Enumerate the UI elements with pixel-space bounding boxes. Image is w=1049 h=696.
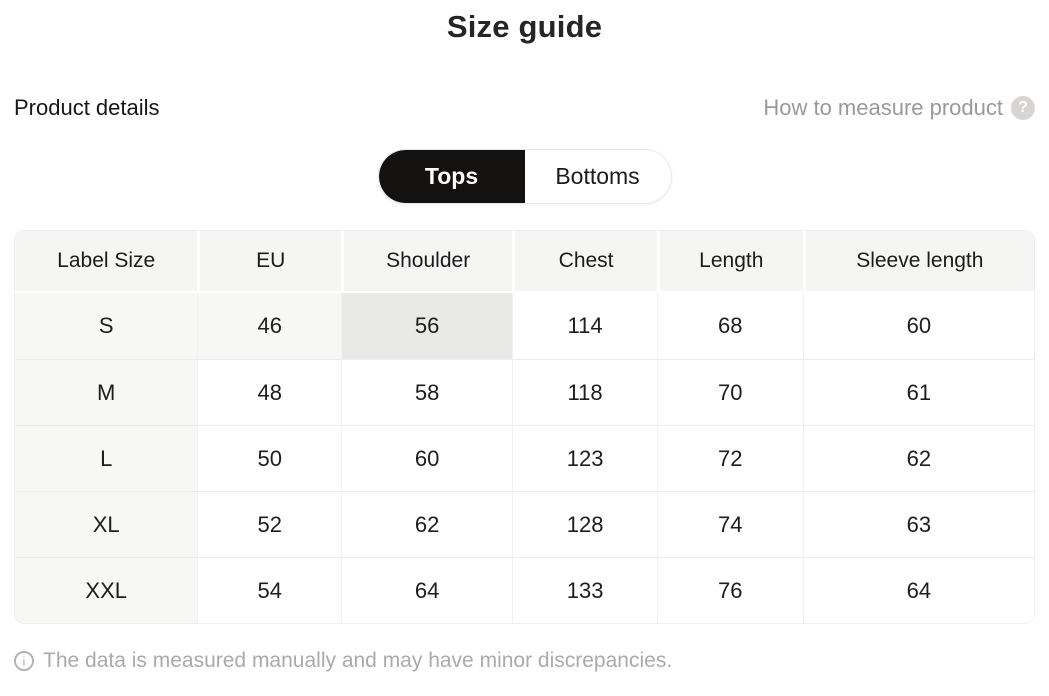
col-header-sleeve-length: Sleeve length: [802, 231, 1034, 293]
table-cell: 128: [512, 491, 657, 557]
table-cell: 62: [802, 425, 1034, 491]
table-cell: 54: [197, 557, 342, 623]
table-cell: 60: [802, 293, 1034, 359]
table-row-xl: XL 52 62 128 74 63: [15, 491, 1034, 557]
table-cell: 123: [512, 425, 657, 491]
size-label-cell: XXL: [15, 557, 198, 623]
product-details-row: Product details How to measure product ?: [14, 94, 1035, 122]
disclaimer-text: The data is measured manually and may ha…: [43, 649, 673, 672]
table-cell: 64: [341, 557, 513, 623]
table-cell: 64: [802, 557, 1034, 623]
size-label-cell: L: [15, 425, 198, 491]
table-row-m: M 48 58 118 70 61: [15, 359, 1034, 425]
product-details-label: Product details: [14, 95, 160, 120]
col-header-label-size: Label Size: [15, 231, 198, 293]
table-cell: 72: [656, 425, 803, 491]
info-icon: i: [14, 651, 34, 671]
category-toggle: Tops Bottoms: [377, 149, 672, 204]
table-cell: 118: [512, 359, 657, 425]
disclaimer-note: i The data is measured manually and may …: [14, 649, 1035, 673]
table-cell: 58: [341, 359, 513, 425]
tab-bottoms[interactable]: Bottoms: [525, 150, 671, 203]
size-label-cell: XL: [15, 491, 198, 557]
size-label-cell: M: [15, 359, 198, 425]
col-header-length: Length: [656, 231, 803, 293]
table-header-row: Label Size EU Shoulder Chest Length Slee…: [15, 231, 1034, 293]
table-row-s: S 46 56 114 68 60: [15, 293, 1034, 359]
table-cell: 133: [512, 557, 657, 623]
table-cell: 61: [802, 359, 1034, 425]
highlighted-table-cell: 56: [341, 293, 513, 359]
size-table: Label Size EU Shoulder Chest Length Slee…: [15, 231, 1034, 623]
table-cell: 46: [197, 293, 342, 359]
table-cell: 114: [512, 293, 657, 359]
table-cell: 63: [802, 491, 1034, 557]
how-to-measure-label: How to measure product: [763, 95, 1003, 120]
size-label-cell: S: [15, 293, 198, 359]
how-to-measure-link[interactable]: How to measure product ?: [763, 95, 1035, 121]
question-mark-icon[interactable]: ?: [1011, 96, 1035, 120]
table-cell: 76: [656, 557, 803, 623]
table-cell: 48: [197, 359, 342, 425]
size-guide-page: Size guide Product details How to measur…: [0, 6, 1049, 696]
table-cell: 52: [197, 491, 342, 557]
table-cell: 62: [341, 491, 513, 557]
table-row-l: L 50 60 123 72 62: [15, 425, 1034, 491]
col-header-shoulder: Shoulder: [341, 231, 513, 293]
col-header-eu: EU: [197, 231, 342, 293]
table-cell: 74: [656, 491, 803, 557]
table-row-xxl: XXL 54 64 133 76 64: [15, 557, 1034, 623]
size-table-container: Label Size EU Shoulder Chest Length Slee…: [14, 230, 1035, 624]
page-title: Size guide: [446, 9, 603, 44]
table-cell: 68: [656, 293, 803, 359]
table-cell: 70: [656, 359, 803, 425]
col-header-chest: Chest: [512, 231, 657, 293]
table-cell: 50: [197, 425, 342, 491]
table-cell: 60: [341, 425, 513, 491]
tab-tops[interactable]: Tops: [378, 150, 525, 203]
